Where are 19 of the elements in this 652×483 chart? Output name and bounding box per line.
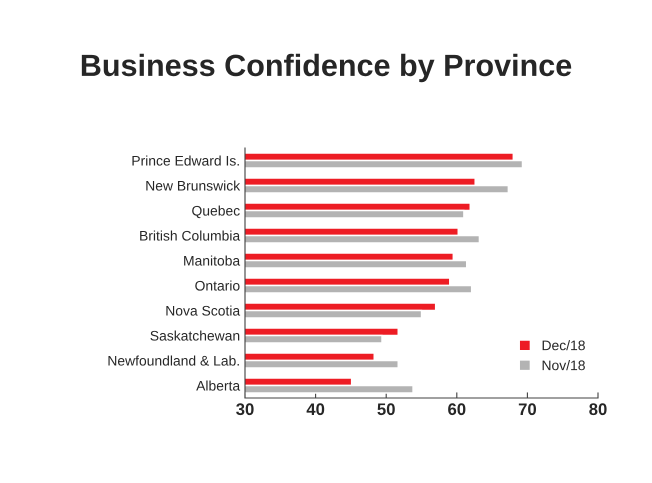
y-tick-label: Newfoundland & Lab. [108,355,239,366]
legend-label: Nov/18 [542,360,585,370]
x-tick-label: 80 [589,403,607,416]
y-tick-label: Saskatchewan [150,330,240,341]
x-tick-label: 30 [236,403,254,416]
y-tick-label: New Brunswick [146,180,240,191]
x-tick-label: 50 [377,403,395,416]
legend-label: Dec/18 [542,340,585,350]
y-tick-label: Quebec [192,205,240,218]
x-tick-label: 70 [518,403,536,416]
y-tick-label: Nova Scotia [166,305,240,316]
x-tick-label: 40 [306,403,324,416]
chart-title: Business Confidence by Province [82,54,572,82]
y-tick-label: Manitoba [184,255,240,266]
y-tick-label: Prince Edward Is. [132,155,239,166]
y-tick-label: Alberta [196,380,240,391]
x-tick-label: 60 [448,403,466,416]
y-tick-label: British Columbia [140,230,240,241]
y-tick-label: Ontario [195,280,240,291]
